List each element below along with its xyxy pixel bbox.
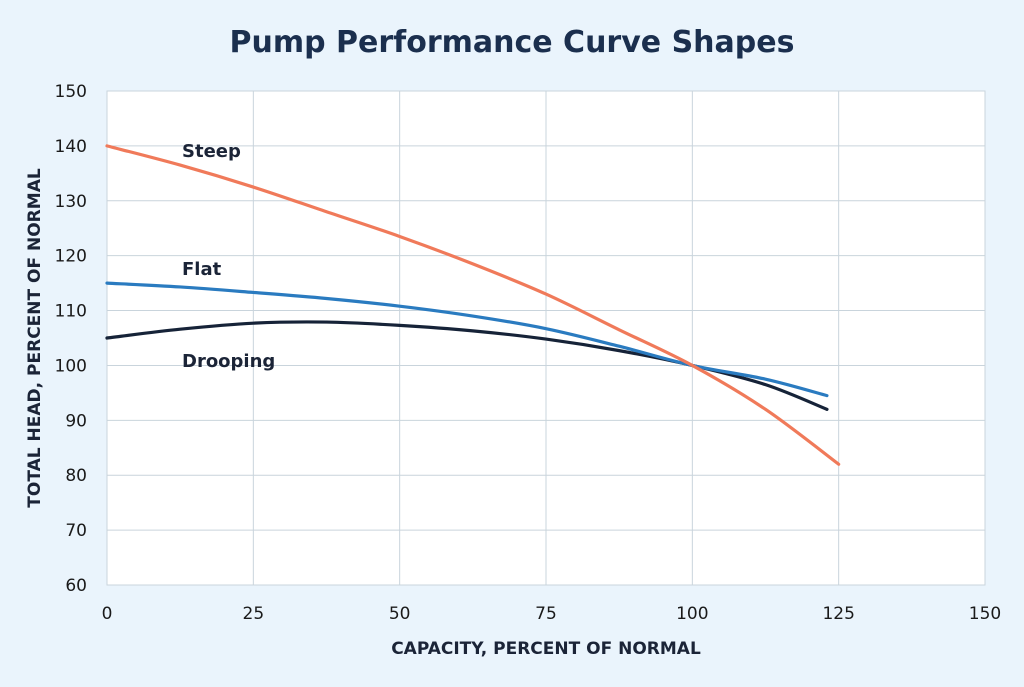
y-tick-label: 100 xyxy=(55,356,87,376)
series-line-flat xyxy=(105,281,829,398)
x-tick-label: 125 xyxy=(822,604,854,624)
y-tick-label: 80 xyxy=(65,466,87,486)
curves xyxy=(105,144,841,466)
series-label-flat: Flat xyxy=(182,259,222,280)
x-tick-label: 50 xyxy=(389,604,411,624)
x-axis-label: CAPACITY, PERCENT OF NORMAL xyxy=(391,639,701,659)
y-tick-labels: 60 70 80 90 100 110 120 130 140 150 xyxy=(55,82,87,596)
y-tick-label: 130 xyxy=(55,192,87,212)
y-tick-label: 150 xyxy=(55,82,87,102)
x-tick-label: 25 xyxy=(243,604,265,624)
chart-title: Pump Performance Curve Shapes xyxy=(230,25,795,60)
series-line-steep xyxy=(105,144,841,466)
y-tick-label: 120 xyxy=(55,247,87,267)
series-labels: Steep Flat Drooping xyxy=(182,141,275,372)
x-tick-label: 75 xyxy=(535,604,557,624)
x-tick-label: 0 xyxy=(102,604,113,624)
x-tick-label: 150 xyxy=(969,604,1001,624)
y-tick-label: 70 xyxy=(65,521,87,541)
y-tick-label: 140 xyxy=(55,137,87,157)
grid xyxy=(107,91,985,585)
y-tick-label: 110 xyxy=(55,302,87,322)
y-axis-label: TOTAL HEAD, PERCENT OF NORMAL xyxy=(25,168,45,508)
series-label-drooping: Drooping xyxy=(182,351,275,372)
x-tick-label: 100 xyxy=(676,604,708,624)
x-tick-labels: 0 25 50 75 100 125 150 xyxy=(102,604,1002,624)
series-label-steep: Steep xyxy=(182,141,241,162)
y-tick-label: 60 xyxy=(65,576,87,596)
y-tick-label: 90 xyxy=(65,411,87,431)
